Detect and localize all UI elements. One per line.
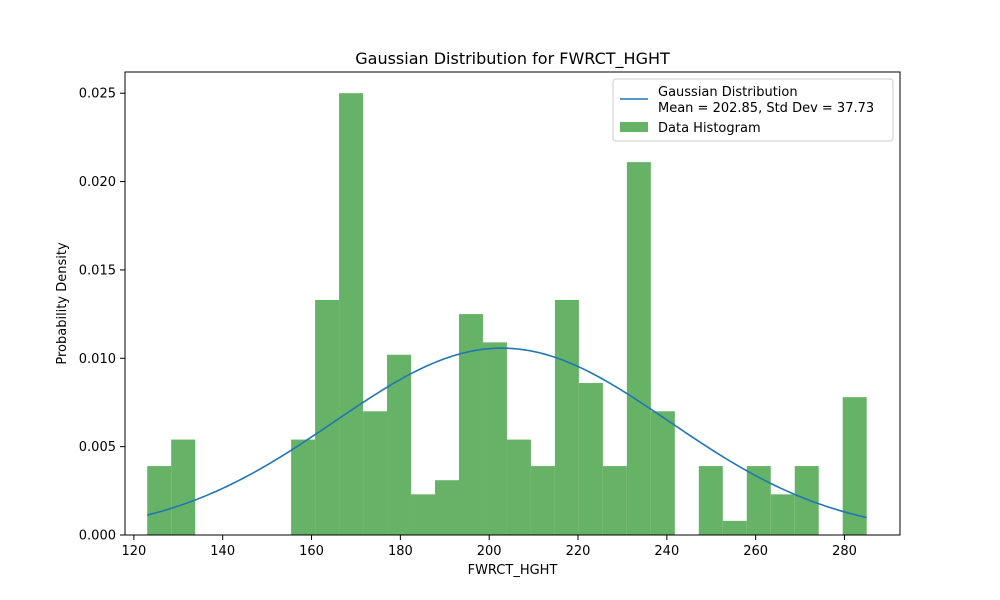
y-axis-ticks: 0.000 0.005 0.010 0.015 0.020 0.025	[79, 87, 125, 544]
y-tick-label: 0.025	[79, 87, 116, 102]
legend: Gaussian Distribution Mean = 202.85, Std…	[612, 78, 894, 142]
x-tick-label: 120	[121, 544, 146, 559]
histogram-bar	[363, 411, 388, 535]
x-tick-label: 280	[832, 544, 857, 559]
histogram-bar	[794, 466, 819, 535]
histogram-bar	[506, 439, 531, 535]
histogram-bar	[147, 466, 172, 535]
x-tick-label: 260	[743, 544, 768, 559]
histogram-bar	[458, 314, 483, 535]
histogram-bar	[578, 383, 603, 535]
histogram-bar	[387, 354, 412, 535]
y-axis-label: Probability Density	[55, 242, 70, 365]
x-axis-ticks: 120 140 160 180 200 220 240 260 280	[121, 535, 857, 559]
legend-histogram-label: Data Histogram	[658, 121, 761, 136]
histogram-bar	[435, 480, 459, 535]
legend-histogram-swatch	[620, 122, 648, 132]
x-tick-label: 180	[388, 544, 413, 559]
histogram-bar	[602, 466, 627, 535]
histogram-bar	[554, 299, 579, 535]
axes-frame	[124, 71, 901, 536]
x-tick-label: 240	[654, 544, 679, 559]
histogram-bar	[746, 466, 771, 535]
histogram-bar	[315, 299, 340, 535]
histogram-bar	[411, 494, 435, 535]
histogram-bar	[339, 93, 364, 535]
histogram-bar	[171, 439, 196, 535]
gaussian-curve	[147, 347, 867, 519]
y-tick-label: 0.000	[79, 529, 116, 544]
histogram-bar	[842, 397, 867, 535]
legend-frame	[612, 78, 894, 142]
y-tick-label: 0.015	[79, 263, 116, 278]
legend-gaussian-label-line1: Gaussian Distribution	[658, 85, 798, 100]
x-tick-label: 140	[210, 544, 235, 559]
x-tick-label: 200	[477, 544, 502, 559]
histogram-bar	[291, 439, 316, 535]
histogram-bar	[722, 520, 747, 535]
y-tick-label: 0.005	[79, 440, 116, 455]
x-axis-label: FWRCT_HGHT	[468, 563, 558, 578]
x-tick-label: 220	[566, 544, 591, 559]
histogram-bar	[770, 494, 795, 535]
histogram-bars	[147, 93, 867, 535]
histogram-bar	[626, 162, 651, 535]
histogram-bar	[482, 342, 507, 535]
x-tick-label: 160	[299, 544, 324, 559]
legend-gaussian-label-line2: Mean = 202.85, Std Dev = 37.73	[658, 101, 874, 116]
histogram-bar	[530, 466, 555, 535]
histogram-bar	[650, 411, 675, 535]
histogram-bar	[698, 466, 723, 535]
y-tick-label: 0.010	[79, 352, 116, 367]
y-tick-label: 0.020	[79, 175, 116, 190]
chart-title: Gaussian Distribution for FWRCT_HGHT	[355, 49, 670, 69]
